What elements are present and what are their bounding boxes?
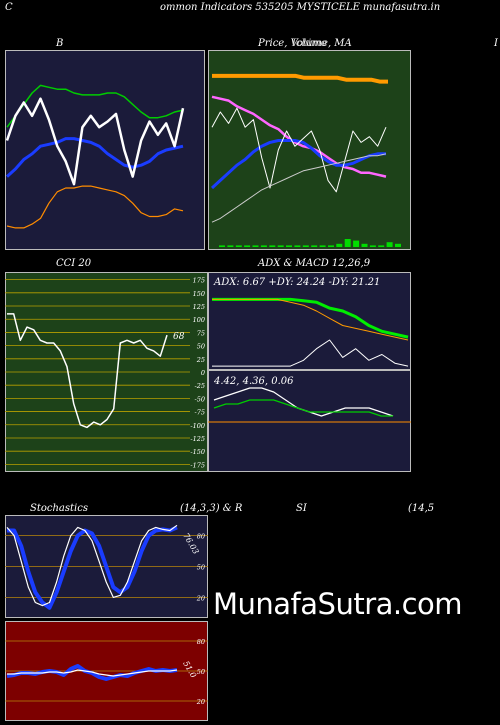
bb-title: B	[56, 38, 64, 49]
price-background	[208, 50, 411, 250]
header-title: ommon Indicators 535205 MYSTICELE munafa…	[160, 2, 441, 13]
adx-line	[212, 339, 409, 367]
volume-bar	[344, 239, 351, 247]
stoch-title: Stochastics	[30, 503, 88, 514]
cci-tick-label: -175	[190, 461, 205, 469]
volume-bar	[353, 240, 360, 247]
price-ma-long	[211, 153, 387, 223]
rsi-tick-label: 50	[197, 668, 205, 676]
volume-bar	[319, 245, 326, 247]
cci-tick-label: 150	[193, 290, 205, 298]
cci-tick-label: 100	[193, 316, 205, 324]
cci-tick-label: -75	[195, 409, 205, 417]
price-ma-blue	[210, 139, 386, 190]
volume-bar	[294, 245, 301, 247]
bb-middle-band	[5, 137, 184, 178]
stoch-d-line	[6, 524, 178, 607]
macd-label: 4.42, 4.36, 0.06	[213, 376, 294, 387]
cci-tick-label: -100	[190, 422, 205, 430]
price-ma-orange	[212, 73, 388, 84]
cci-tick-label: -25	[195, 382, 205, 390]
cci-tick-label: -50	[195, 395, 205, 403]
volume-bar	[219, 245, 225, 247]
cci-tick-label: 175	[193, 277, 205, 285]
rsi-params: (14,5	[408, 503, 435, 514]
adx-label: ADX: 6.67 +DY: 24.24 -DY: 21.21	[213, 277, 380, 288]
rsi-k-line	[6, 664, 178, 681]
cci-last-label: 68	[173, 332, 185, 342]
rsi-d-line	[7, 669, 178, 677]
price-ma-pink	[211, 95, 387, 178]
cci-tick-label: 0	[201, 369, 205, 377]
bb-price-line	[5, 97, 185, 186]
volume-bar	[252, 245, 259, 247]
macd-background	[208, 370, 411, 472]
stoch-tick-label: 80	[197, 533, 205, 541]
price-chart	[208, 50, 411, 250]
adx-minus-dy-line	[212, 298, 409, 341]
rsi-title: SI	[296, 503, 307, 514]
volume-bar	[361, 243, 368, 247]
cci-tick-label: 25	[196, 356, 205, 364]
volume-bar	[302, 245, 309, 247]
cci-chart: 175 150 125 100 75 50 25 0 -25 -50 -75 -100 -125 -150…	[5, 272, 208, 472]
macd-signal-line	[213, 399, 393, 417]
cci-tick-label: 125	[193, 303, 205, 311]
stoch-tick-label: 50	[197, 564, 205, 572]
volume-bar	[378, 245, 385, 247]
header-left: C	[5, 2, 13, 13]
volume-bar	[386, 242, 393, 247]
volume-bar	[260, 245, 267, 247]
bb-chart	[5, 50, 205, 250]
cci-tick-label: 50	[197, 343, 205, 351]
cci-tick-label: -125	[190, 435, 205, 443]
rsi-tick-label: 20	[196, 698, 205, 706]
macd-chart: 4.42, 4.36, 0.06	[208, 370, 411, 472]
volume-bar	[328, 245, 334, 247]
cci-line	[7, 313, 168, 429]
volume-bar	[277, 245, 284, 247]
right-edge-title: I	[494, 38, 498, 49]
adx-background	[208, 272, 411, 370]
bb-lower-band	[6, 185, 184, 229]
bb-upper-band	[6, 84, 184, 128]
cci-tick-label: 75	[197, 329, 205, 337]
volume-bar	[227, 245, 234, 247]
cci-title: CCI 20	[56, 258, 92, 269]
volume-bar	[244, 245, 251, 247]
stoch-k-line	[7, 525, 178, 610]
volume-bar	[269, 245, 276, 247]
adx-macd-title: ADX & MACD 12,26,9	[258, 258, 371, 269]
volume-bar	[369, 245, 376, 247]
volume-bar	[311, 245, 318, 247]
cci-tick-label: -150	[190, 448, 205, 456]
price-title: Price, Volume, MA	[258, 38, 352, 49]
price-close-line	[211, 107, 387, 193]
watermark: MunafaSutra.com	[213, 587, 463, 621]
volume-bar	[235, 245, 242, 247]
price-title-overlap: Ichimo	[292, 38, 327, 49]
volume-bar	[336, 243, 343, 247]
volume-bar	[286, 245, 292, 247]
stoch-tick-label: 20	[196, 594, 205, 602]
volume-bar	[395, 243, 401, 247]
stoch-params: (14,3,3) & R	[180, 503, 243, 514]
rsi-tick-label: 80	[197, 638, 205, 646]
adx-chart: ADX: 6.67 +DY: 24.24 -DY: 21.21	[208, 272, 411, 370]
